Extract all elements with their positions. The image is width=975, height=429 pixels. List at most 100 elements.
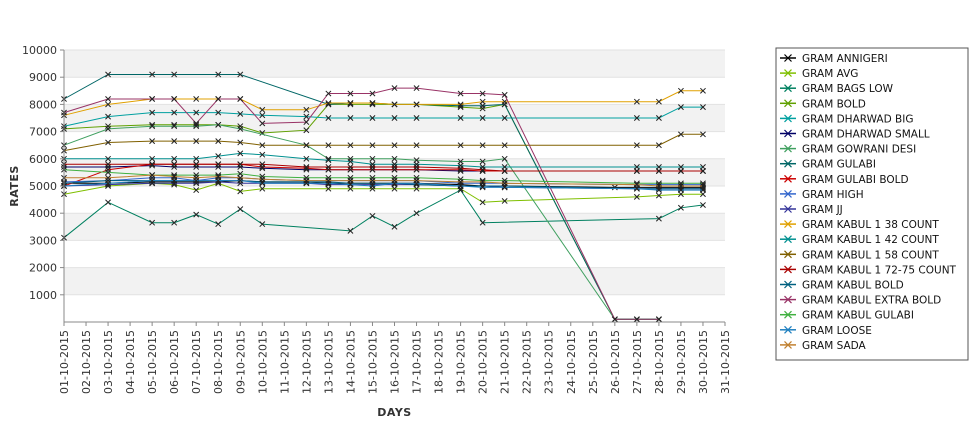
point-mark bbox=[237, 150, 244, 157]
data-point bbox=[259, 221, 266, 228]
data-point bbox=[149, 172, 156, 179]
point-mark bbox=[369, 142, 376, 149]
data-point bbox=[479, 142, 486, 149]
data-point bbox=[700, 104, 706, 111]
data-point bbox=[259, 185, 266, 192]
data-point bbox=[171, 109, 178, 116]
x-tick-label: 09-10-2015 bbox=[234, 330, 247, 394]
point-mark bbox=[303, 164, 310, 170]
point-mark bbox=[259, 173, 266, 180]
point-mark bbox=[347, 177, 354, 184]
data-point bbox=[237, 71, 244, 78]
point-mark bbox=[215, 96, 222, 102]
data-point bbox=[215, 121, 222, 128]
legend-label: GRAM AVG bbox=[802, 68, 858, 80]
point-mark bbox=[303, 177, 310, 184]
legend-item: GRAM SADA bbox=[780, 340, 867, 352]
data-point bbox=[677, 104, 684, 111]
x-tick-label: 20-10-2015 bbox=[477, 330, 490, 394]
legend-label: GRAM JJ bbox=[802, 204, 843, 216]
point-mark bbox=[700, 180, 706, 187]
legend-label: GRAM DHARWAD BIG bbox=[802, 113, 913, 125]
point-mark bbox=[237, 125, 244, 132]
data-point bbox=[700, 168, 706, 174]
data-point bbox=[501, 168, 508, 174]
point-mark bbox=[193, 96, 200, 102]
data-point bbox=[391, 180, 398, 187]
data-point bbox=[303, 177, 310, 184]
data-point bbox=[303, 119, 310, 126]
data-point bbox=[413, 161, 420, 168]
data-point bbox=[215, 109, 222, 116]
point-mark bbox=[193, 177, 200, 184]
point-mark bbox=[259, 106, 266, 113]
point-mark bbox=[325, 177, 332, 184]
data-point bbox=[105, 177, 112, 184]
point-mark bbox=[215, 173, 222, 180]
data-point bbox=[457, 178, 464, 185]
data-point bbox=[171, 71, 178, 78]
data-point bbox=[347, 177, 354, 184]
data-point bbox=[700, 87, 706, 94]
data-point bbox=[655, 183, 662, 189]
data-point bbox=[501, 115, 508, 121]
data-point bbox=[105, 139, 112, 146]
point-mark bbox=[149, 96, 156, 102]
data-point bbox=[149, 180, 156, 187]
data-point bbox=[149, 109, 156, 116]
point-mark bbox=[391, 142, 398, 149]
data-point bbox=[633, 181, 640, 188]
data-point bbox=[413, 210, 420, 217]
point-mark bbox=[479, 90, 486, 97]
point-mark bbox=[303, 127, 310, 134]
point-mark bbox=[171, 219, 178, 226]
x-tick-label: 04-10-2015 bbox=[124, 330, 137, 394]
data-point bbox=[171, 138, 178, 145]
legend-label: GRAM KABUL 1 42 COUNT bbox=[802, 234, 939, 246]
point-mark bbox=[413, 210, 420, 217]
point-mark bbox=[259, 112, 266, 119]
data-point bbox=[633, 168, 640, 174]
point-mark bbox=[149, 71, 156, 78]
point-mark bbox=[501, 91, 508, 98]
point-mark bbox=[391, 115, 398, 121]
point-mark bbox=[633, 316, 640, 323]
point-mark bbox=[655, 192, 662, 199]
legend-item: GRAM DHARWAD SMALL bbox=[780, 129, 930, 141]
point-mark bbox=[149, 180, 156, 187]
data-point bbox=[369, 142, 376, 149]
legend-marker bbox=[784, 114, 792, 123]
gridlines bbox=[64, 49, 725, 296]
point-mark bbox=[655, 183, 662, 189]
point-mark bbox=[413, 164, 420, 170]
x-tick-label: 18-10-2015 bbox=[433, 330, 446, 394]
plot-band bbox=[64, 50, 725, 78]
point-mark bbox=[193, 211, 200, 218]
point-mark bbox=[501, 155, 508, 162]
data-point bbox=[325, 100, 332, 106]
data-point bbox=[105, 71, 112, 78]
point-mark bbox=[237, 174, 244, 181]
point-mark bbox=[391, 174, 398, 181]
data-point bbox=[413, 142, 420, 149]
series-layer bbox=[61, 71, 706, 323]
data-point bbox=[193, 123, 200, 130]
point-mark bbox=[171, 161, 178, 168]
point-mark bbox=[149, 219, 156, 226]
legend: GRAM ANNIGERI GRAM AVG GRAM BAGS LOW GRAM B… bbox=[775, 47, 969, 361]
point-mark bbox=[479, 199, 486, 206]
point-mark bbox=[105, 169, 112, 176]
legend-item: GRAM AVG bbox=[780, 68, 858, 80]
data-point bbox=[369, 177, 376, 184]
point-mark bbox=[105, 155, 112, 162]
point-mark bbox=[303, 180, 310, 187]
data-point bbox=[303, 127, 310, 134]
point-mark bbox=[259, 161, 266, 168]
point-mark bbox=[369, 177, 376, 184]
point-mark bbox=[369, 164, 376, 170]
point-mark bbox=[347, 115, 354, 121]
y-tick-label: 1000 bbox=[29, 289, 57, 302]
plot-background bbox=[64, 50, 725, 322]
